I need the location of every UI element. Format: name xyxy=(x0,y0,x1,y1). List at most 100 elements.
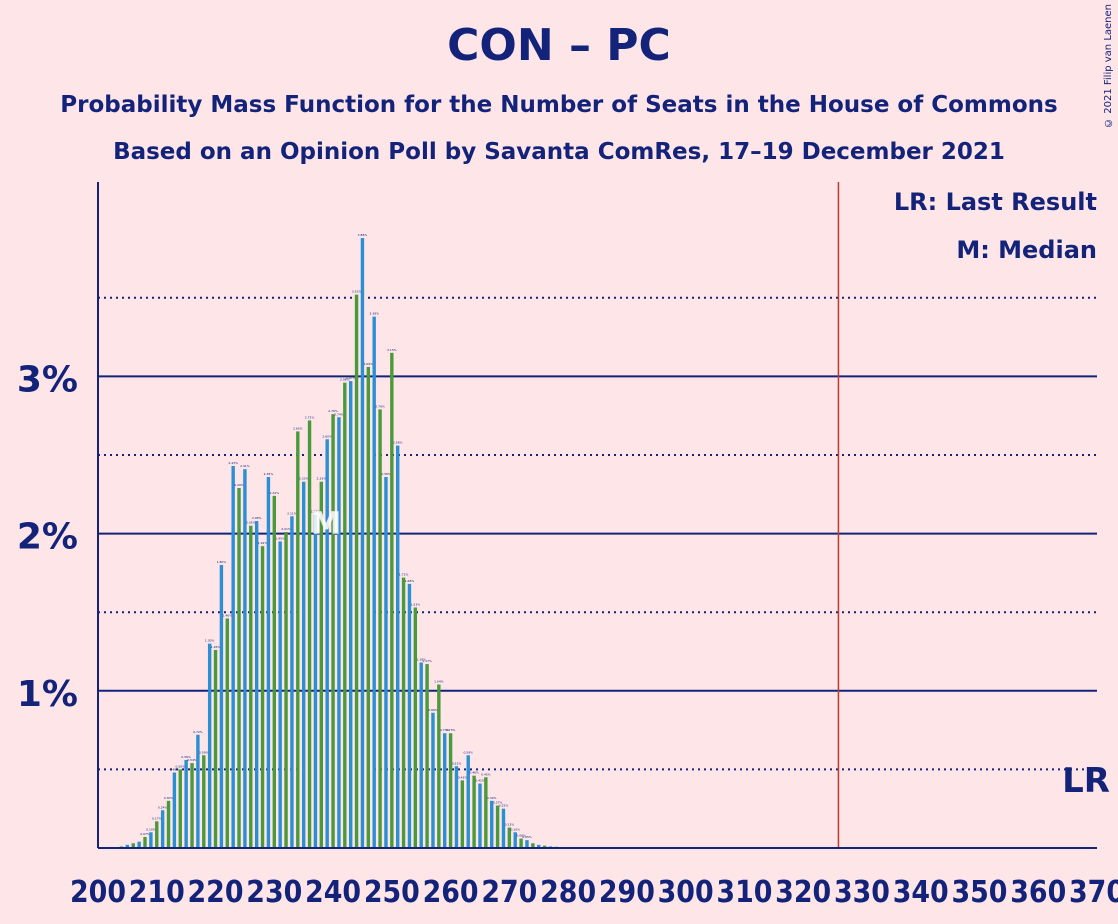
bar xyxy=(484,777,488,848)
bar xyxy=(343,382,347,848)
bar-value-label: 2.36% xyxy=(381,472,391,476)
x-tick-label: 320 xyxy=(775,875,831,910)
bar xyxy=(513,832,517,848)
bar xyxy=(319,481,324,848)
last-result-label: LR xyxy=(1062,761,1110,801)
bar-value-label: 2.60% xyxy=(322,434,332,438)
bar-value-label: 3.38% xyxy=(369,312,379,316)
bar-value-label: 1.30% xyxy=(205,639,215,643)
bar xyxy=(360,238,365,849)
x-tick-label: 250 xyxy=(364,875,420,910)
bar xyxy=(184,759,188,848)
bar xyxy=(331,414,335,848)
bar-value-label: 1.18% xyxy=(416,658,426,662)
x-tick-label: 270 xyxy=(481,875,537,910)
bar-value-label: 0.50% xyxy=(176,764,186,768)
bar-value-label: 0.73% xyxy=(440,728,450,732)
bar-value-label: 0.45% xyxy=(481,772,491,776)
bar-value-label: 1.53% xyxy=(411,602,421,606)
bar-value-label: 2.79% xyxy=(375,404,385,408)
bar-value-label: 0.27% xyxy=(493,801,503,805)
bar xyxy=(290,516,294,848)
bar xyxy=(437,684,441,848)
bar xyxy=(137,841,141,848)
bar xyxy=(431,712,435,848)
bar xyxy=(337,417,341,848)
bar xyxy=(313,514,318,848)
x-tick-label: 200 xyxy=(70,875,126,910)
x-tick-label: 220 xyxy=(188,875,244,910)
x-tick-label: 240 xyxy=(305,875,361,910)
bar xyxy=(125,844,130,848)
bar-value-label: 2.05% xyxy=(246,521,256,525)
bar xyxy=(207,643,212,848)
x-tick-label: 330 xyxy=(834,875,890,910)
bar xyxy=(519,838,523,848)
bar-value-label: 1.92% xyxy=(258,541,268,545)
bar-value-label: 3.88% xyxy=(358,233,368,237)
x-tick-label: 280 xyxy=(540,875,596,910)
bar xyxy=(419,662,423,848)
bar-value-label: 2.36% xyxy=(264,472,274,476)
bar xyxy=(196,734,200,848)
legend-median: M: Median xyxy=(956,236,1097,264)
bar xyxy=(366,366,371,848)
bar xyxy=(460,780,465,848)
bar xyxy=(531,843,535,848)
bar xyxy=(390,352,394,848)
bar-value-label: 0.41% xyxy=(475,779,485,783)
bar-value-label: 0.52% xyxy=(452,761,462,765)
bar xyxy=(219,565,224,848)
x-tick-label: 370 xyxy=(1069,875,1118,910)
bar-value-label: 2.29% xyxy=(234,483,244,487)
bar-value-label: 0.86% xyxy=(428,708,438,712)
bar xyxy=(296,431,300,848)
bar xyxy=(372,316,376,848)
bar-value-label: 2.76% xyxy=(328,409,338,413)
bar xyxy=(490,800,494,848)
x-tick-label: 300 xyxy=(658,875,714,910)
bar-value-label: 0.30% xyxy=(487,796,497,800)
bar xyxy=(537,844,541,848)
bar xyxy=(307,420,312,848)
bar-value-label: 2.41% xyxy=(240,464,250,468)
bar xyxy=(501,808,506,848)
bar xyxy=(425,664,429,848)
bar xyxy=(378,409,382,848)
bar xyxy=(478,783,482,848)
bar xyxy=(190,763,194,848)
bar-value-label: 0.10% xyxy=(510,827,520,831)
bar-value-label: 2.72% xyxy=(305,415,315,419)
bar xyxy=(354,294,359,848)
y-tick-label: 3% xyxy=(17,359,78,400)
bar-value-label: 0.46% xyxy=(469,771,479,775)
y-tick-label: 1% xyxy=(17,674,78,715)
y-tick-label: 2% xyxy=(17,517,78,558)
legend-last-result: LR: Last Result xyxy=(894,188,1097,216)
bar xyxy=(525,840,529,848)
chart-subtitle-poll: Based on an Opinion Poll by Savanta ComR… xyxy=(113,139,1005,165)
bar-value-label: 1.72% xyxy=(399,573,409,577)
bar xyxy=(166,800,171,848)
bar-value-label: 2.01% xyxy=(281,527,291,531)
x-tick-label: 360 xyxy=(1010,875,1066,910)
bar-value-label: 0.17% xyxy=(152,816,162,820)
bar xyxy=(249,525,253,848)
bar xyxy=(237,488,241,848)
bar xyxy=(542,845,547,848)
x-tick-label: 350 xyxy=(951,875,1007,910)
bar-value-label: 0.07% xyxy=(140,832,150,836)
bar xyxy=(348,381,353,848)
bar xyxy=(284,532,288,848)
bar-value-label: 0.56% xyxy=(181,755,191,759)
bar-value-label: 1.68% xyxy=(405,579,415,583)
bar xyxy=(495,805,500,848)
bar-value-label: 1.26% xyxy=(211,645,221,649)
bar-value-label: 0.30% xyxy=(164,796,174,800)
bar xyxy=(325,439,329,848)
bar-value-label: 0.73% xyxy=(446,728,456,732)
bar-value-label: 1.04% xyxy=(434,680,444,684)
bar xyxy=(301,481,306,848)
bar xyxy=(472,775,476,848)
